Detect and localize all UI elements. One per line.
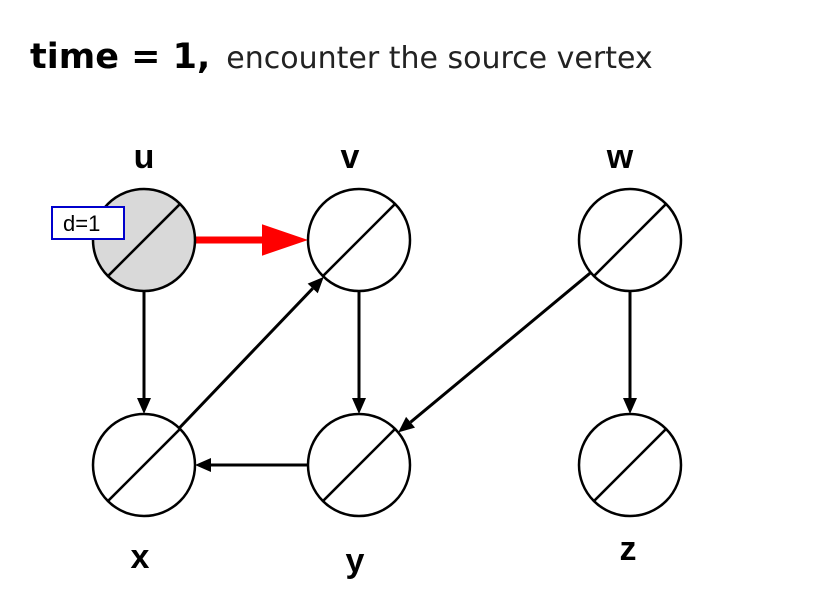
edge-arrowhead <box>307 276 324 294</box>
edge-x-v <box>178 276 324 430</box>
vertex-w <box>577 187 683 293</box>
vertex-z <box>577 412 683 518</box>
edge-w-z <box>623 291 637 414</box>
edge-y-x <box>195 458 308 472</box>
annotation-text: d=1 <box>63 211 100 236</box>
edge-w-y <box>398 271 592 433</box>
vertex-label-u: u <box>134 138 155 176</box>
edge-arrowhead <box>623 398 637 414</box>
edge-u-v <box>195 224 308 256</box>
edge-line <box>409 271 592 424</box>
edge-v-y <box>352 291 366 414</box>
vertex-slash <box>107 428 181 502</box>
highlighted-edge-arrowhead <box>262 224 308 256</box>
vertices-layer <box>91 187 683 518</box>
edge-line <box>178 287 314 430</box>
vertex-slash <box>593 203 667 277</box>
page-title: time = 1, encounter the source vertex <box>30 37 653 77</box>
vertex-label-y: y <box>346 542 365 580</box>
edges-layer <box>137 224 637 472</box>
vertex-y <box>306 412 412 518</box>
vertex-slash <box>322 203 396 277</box>
vertex-label-z: z <box>620 530 637 568</box>
vertex-labels-layer: u v w x y z <box>131 138 637 580</box>
edge-arrowhead <box>398 416 416 433</box>
vertex-v <box>306 187 412 293</box>
edge-arrowhead <box>352 398 366 414</box>
vertex-slash <box>107 203 181 277</box>
title-bold: time = 1, <box>30 37 210 77</box>
vertex-slash <box>322 428 396 502</box>
vertex-label-w: w <box>606 138 634 176</box>
vertex-label-x: x <box>131 538 150 576</box>
vertex-label-v: v <box>341 138 360 176</box>
title-description: encounter the source vertex <box>226 41 652 76</box>
discovery-time-annotation: d=1 <box>51 206 125 240</box>
edge-arrowhead <box>195 458 211 472</box>
edge-u-x <box>137 291 151 414</box>
vertex-x <box>91 412 197 518</box>
annotation-box <box>51 206 125 240</box>
vertex-slash <box>593 428 667 502</box>
edge-arrowhead <box>137 398 151 414</box>
annotations-layer: d=1 <box>51 206 125 240</box>
